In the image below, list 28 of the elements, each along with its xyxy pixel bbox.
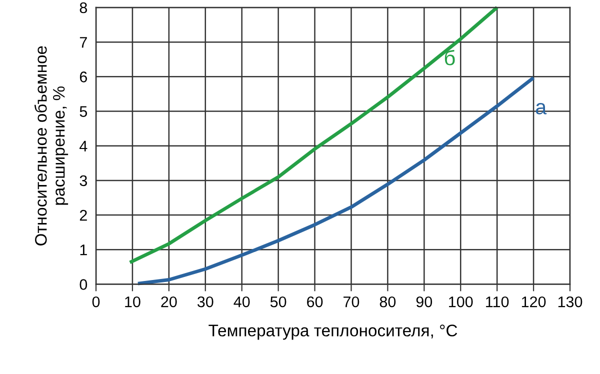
y-tick-label: 1 xyxy=(80,244,87,256)
y-tick-label: 0 xyxy=(80,279,88,290)
y-axis-title: Относительное объемное расширение, % xyxy=(34,46,68,246)
x-tick-label: 0 xyxy=(92,296,100,308)
y-tick-label: 3 xyxy=(80,175,87,186)
x-tick-label: 70 xyxy=(344,296,360,308)
x-tick-label: 120 xyxy=(522,296,546,308)
line-series xyxy=(136,76,536,286)
y-tick-label: 6 xyxy=(80,72,87,82)
y-tick-label: 8 xyxy=(80,2,88,14)
x-tick-label: 130 xyxy=(558,296,582,308)
y-tick-label: 2 xyxy=(80,210,87,221)
x-tick-label: 80 xyxy=(380,296,396,308)
x-tick-label: 30 xyxy=(197,296,214,308)
x-tick-label: 60 xyxy=(307,296,323,308)
line-series xyxy=(128,6,499,264)
y-tick-label: 7 xyxy=(80,37,87,48)
x-tick-label: 40 xyxy=(234,296,250,308)
x-tick-label: 50 xyxy=(270,296,286,308)
x-tick-label: 100 xyxy=(449,296,473,308)
x-tick-label: 90 xyxy=(416,296,432,308)
series-label: б xyxy=(444,50,455,66)
x-axis-title: Температура теплоносителя, °C xyxy=(208,324,458,340)
y-tick-label: 4 xyxy=(80,140,88,152)
x-tick-label: 20 xyxy=(161,296,177,308)
x-tick-label: 110 xyxy=(486,296,509,308)
y-tick-label: 5 xyxy=(80,106,88,117)
x-tick-label: 10 xyxy=(125,296,140,308)
